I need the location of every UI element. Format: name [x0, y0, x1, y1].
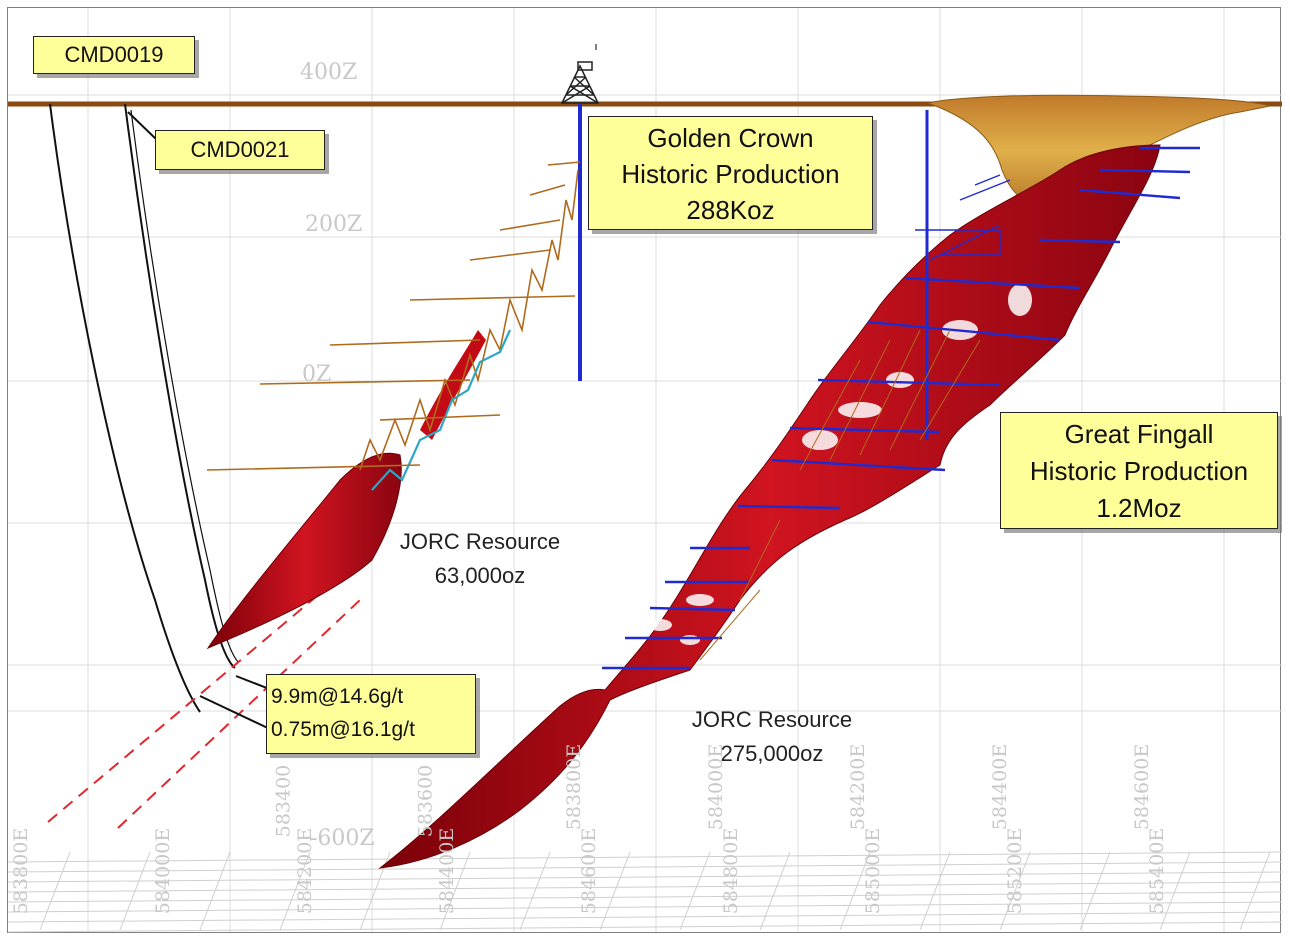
resource-note-west: JORC Resource 63,000oz — [370, 525, 590, 593]
easting-label: 584400E — [989, 743, 1012, 831]
intercept-upper: 9.9m@14.6g/t — [271, 685, 404, 708]
golden-crown-callout: Golden Crown Historic Production 288Koz — [588, 116, 873, 230]
easting-label: 585000E — [862, 827, 885, 915]
great-fingall-callout: Great Fingall Historic Production 1.2Moz — [1000, 412, 1278, 529]
easting-label: 583800E — [10, 827, 33, 915]
rise-lines — [699, 329, 981, 661]
easting-label: 584800E — [720, 827, 743, 915]
drill-traces — [49, 103, 239, 713]
resource-value: 275,000oz — [720, 741, 824, 766]
easting-label: 585400E — [1146, 827, 1169, 915]
callout-subtitle: Historic Production — [621, 159, 840, 189]
intercept-lower: 0.75m@16.1g/t — [271, 718, 415, 741]
level-drives — [602, 146, 1200, 670]
open-pit — [926, 94, 1271, 207]
western-workings — [206, 161, 581, 491]
view-frame — [7, 7, 1281, 933]
collar-label: CMD0019 — [64, 42, 164, 67]
rl-label-200z: 200Z — [305, 212, 363, 237]
rl-label-400z: 400Z — [300, 60, 358, 85]
callout-title: Great Fingall — [1064, 419, 1214, 449]
easting-label: 584600E — [1131, 743, 1154, 831]
easting-label: 584400E — [436, 827, 459, 915]
easting-label: 584000E — [152, 827, 175, 915]
callout-subtitle: Historic Production — [1029, 456, 1249, 486]
collar-callout-cmd0019: CMD0019 — [33, 36, 195, 74]
easting-label: 583800E — [563, 743, 586, 831]
callout-leaders — [127, 111, 273, 731]
easting-label: 583600 — [414, 764, 437, 838]
intercepts-callout: 9.9m@14.6g/t 0.75m@16.1g/t — [266, 674, 476, 754]
easting-label: 585200E — [1004, 827, 1027, 915]
resource-label: JORC Resource — [399, 529, 561, 554]
rl-label-minus600z: -600Z — [310, 826, 375, 851]
easting-label: 583400 — [272, 764, 295, 838]
easting-label: 584200E — [294, 827, 317, 915]
resource-value: 63,000oz — [434, 563, 526, 588]
callout-value: 288Koz — [686, 195, 775, 225]
easting-label: 584600E — [578, 827, 601, 915]
headframe-icon — [560, 44, 600, 104]
western-lode — [206, 452, 402, 650]
resource-note-east: JORC Resource 275,000oz — [662, 703, 882, 771]
callout-value: 1.2Moz — [1096, 493, 1182, 523]
rl-label-0z: 0Z — [302, 362, 332, 387]
resource-label: JORC Resource — [691, 707, 853, 732]
floor-grid — [7, 851, 1283, 933]
collar-callout-cmd0021: CMD0021 — [155, 130, 325, 170]
callout-title: Golden Crown — [647, 123, 814, 153]
collar-label: CMD0021 — [190, 137, 290, 162]
